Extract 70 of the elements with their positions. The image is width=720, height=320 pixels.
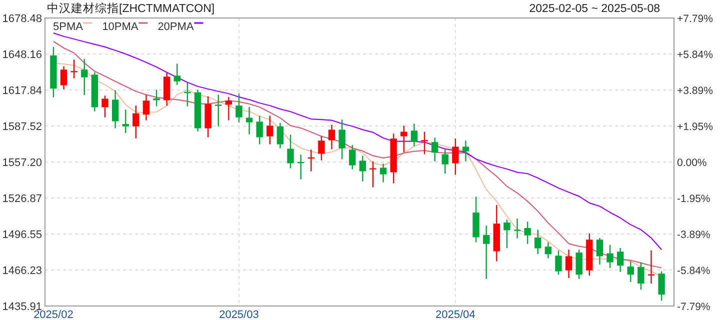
candlestick [565, 249, 572, 279]
y2-tick-label: +7.79% [677, 13, 713, 25]
candlestick [452, 138, 459, 176]
candlestick [122, 109, 129, 134]
candlestick [544, 242, 552, 259]
candlestick [462, 140, 470, 162]
candlestick [153, 89, 160, 107]
candlestick [410, 123, 418, 147]
legend-label: 10PMA [102, 21, 139, 33]
candlestick [256, 115, 263, 145]
candlestick [482, 225, 490, 280]
candlestick [442, 149, 448, 174]
candlestick [246, 106, 253, 135]
candlestick [142, 94, 150, 121]
chart-title: 中汉建材综指[ZHCTMMATCON] [47, 1, 215, 15]
candlestick [236, 93, 242, 123]
candlestick [163, 72, 170, 106]
y-tick-label: 1678.48 [2, 13, 42, 25]
y-tick-label: 1617.84 [2, 84, 42, 97]
legend-label: 20PMA [158, 21, 194, 33]
y2-tick-label: -1.95% [677, 193, 710, 206]
candlestick [81, 58, 88, 96]
candlestick [606, 244, 614, 269]
candlestick [132, 105, 140, 139]
x-tick-label: 2025/02 [34, 309, 74, 320]
candlestick [359, 155, 366, 182]
y2-tick-label: +3.89% [677, 85, 713, 98]
y-tick-label: 1496.55 [2, 229, 42, 242]
candlestick [287, 134, 294, 169]
candlestick [596, 237, 604, 266]
candlestick [627, 260, 634, 283]
candlestick [504, 218, 510, 249]
y-tick-label: 1557.20 [2, 156, 42, 169]
candlestick [431, 137, 438, 162]
chart-subtitle: 2025-02-05 ~ 2025-05-08 [529, 3, 660, 15]
y2-tick-label: -7.79% [677, 301, 710, 313]
candlestick [400, 125, 408, 153]
y2-tick-label: -5.84% [677, 264, 710, 277]
candlestick [616, 247, 624, 273]
candlestick [338, 119, 346, 160]
candlestick [534, 229, 542, 255]
y-tick-label: 1587.52 [2, 120, 42, 133]
y-tick-label: 1526.87 [2, 193, 42, 206]
candlestick [555, 250, 562, 276]
y-tick-label: 1648.16 [2, 49, 42, 61]
candlestick [112, 90, 119, 129]
candlestick [348, 144, 356, 170]
candlestick [328, 124, 336, 150]
legend-label: 5PMA [53, 21, 84, 33]
candlestick [174, 63, 180, 86]
y2-tick-label: -3.89% [677, 228, 710, 241]
candlestick [225, 96, 232, 121]
candlestick [102, 95, 108, 118]
candlestick [638, 262, 644, 290]
y2-tick-label: +1.95% [677, 120, 713, 133]
candlestick [60, 66, 68, 90]
x-tick-label: 2025/04 [436, 309, 476, 320]
y-tick-label: 1466.23 [2, 265, 42, 277]
candlestick [215, 94, 222, 127]
candlestick [524, 221, 531, 245]
candlestick [380, 163, 387, 183]
candlestick [266, 115, 274, 145]
x-tick-label: 2025/03 [219, 309, 259, 320]
candlestick [318, 135, 325, 161]
candlestick [276, 122, 284, 149]
candlestick [658, 270, 665, 302]
candlestick [576, 249, 582, 280]
y2-tick-label: +5.84% [677, 49, 713, 62]
y2-tick-label: 0.00% [677, 157, 707, 169]
candlestick [514, 218, 521, 239]
